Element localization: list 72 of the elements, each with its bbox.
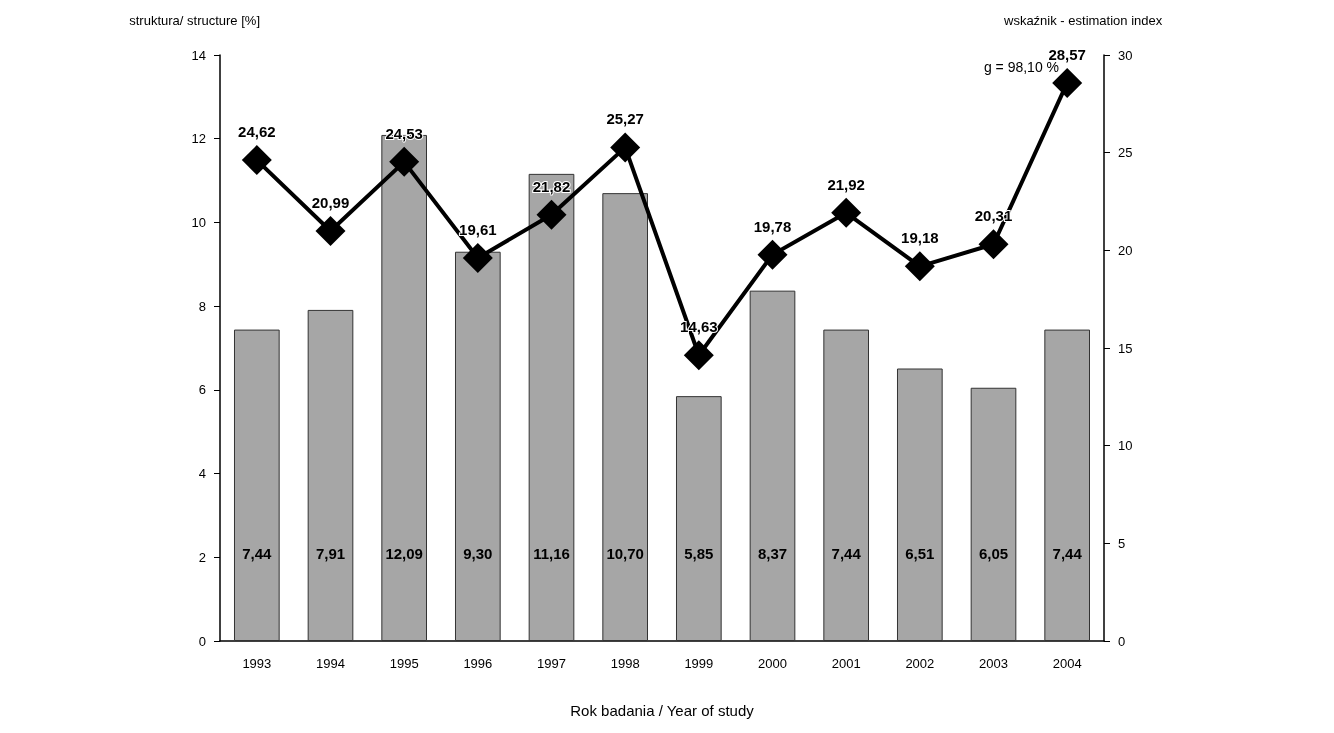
data-label: 7,44	[242, 545, 273, 562]
y2-tick-label: 25	[1118, 145, 1133, 161]
point	[831, 197, 862, 228]
x-tick-label: 1999	[684, 656, 714, 671]
point	[757, 239, 788, 270]
bar	[307, 309, 354, 641]
point	[904, 251, 935, 282]
data-label: 11,16	[533, 545, 570, 562]
point	[978, 229, 1009, 260]
x-tick-label: 1994	[316, 656, 345, 671]
data-label: 21,92	[827, 175, 865, 193]
y-tick-label: 10	[191, 214, 206, 230]
y2-tick-label: 15	[1118, 340, 1133, 356]
x-tick-label: 1996	[463, 656, 493, 671]
x-tick-label: 1993	[242, 656, 272, 671]
y-tick-label: 14	[191, 47, 206, 63]
bar	[749, 290, 796, 641]
x-tick-label: 2001	[831, 656, 861, 671]
bar	[823, 329, 869, 641]
y-tick-label: 6	[198, 382, 206, 398]
data-label: 19,61	[459, 220, 497, 238]
data-label: 19,18	[901, 229, 939, 247]
y2-tick-label: 5	[1118, 535, 1126, 551]
data-label: 10,70	[606, 545, 644, 562]
data-label: 7,91	[315, 545, 346, 562]
x-tick-label: 1995	[389, 656, 419, 671]
x-axis-title: Rok badania / Year of study	[570, 702, 755, 719]
data-label: 8,37	[757, 545, 788, 562]
bar	[676, 396, 722, 641]
x-tick-label: 1997	[537, 656, 566, 671]
x-tick-label: 2000	[758, 656, 787, 671]
data-label: 19,78	[753, 217, 792, 235]
y2-tick-label: 0	[1118, 633, 1126, 649]
data-label: 9,30	[463, 545, 493, 562]
y-tick-label: 12	[191, 131, 206, 147]
y2-tick-label: 20	[1118, 242, 1133, 258]
data-label: 7,44	[1052, 545, 1083, 562]
point	[610, 132, 641, 163]
y-axis-title: struktura/ structure [%]	[129, 13, 260, 28]
point	[536, 199, 567, 230]
data-label: 6,51	[905, 545, 935, 562]
y-tick-label: 4	[198, 466, 206, 482]
point	[683, 340, 714, 371]
data-label: 24,62	[238, 123, 276, 141]
point	[462, 242, 493, 273]
x-tick-label: 1998	[610, 656, 640, 671]
bar	[897, 368, 943, 641]
bar	[970, 387, 1017, 641]
y-tick-label: 0	[198, 633, 206, 649]
x-tick-label: 2004	[1052, 656, 1082, 671]
y2-tick-label: 10	[1118, 438, 1133, 454]
x-tick-label: 2002	[905, 656, 935, 671]
bar	[455, 251, 501, 641]
bar	[602, 193, 648, 641]
x-tick-label: 2003	[979, 656, 1008, 671]
data-label: 25,27	[606, 110, 644, 128]
data-label: 5,85	[684, 545, 714, 562]
data-label: 12,09	[385, 545, 423, 562]
data-label: 6,05	[978, 545, 1009, 562]
bar	[234, 329, 280, 641]
data-label: 20,99	[311, 194, 350, 211]
data-label: 21,82	[532, 177, 571, 195]
point	[241, 145, 272, 176]
bar	[528, 173, 575, 641]
y-tick-label: 2	[198, 549, 206, 565]
y2-axis-title: wskaźnik - estimation index	[1003, 13, 1163, 28]
data-label: 7,44	[831, 545, 862, 562]
y2-tick-label: 30	[1118, 47, 1133, 63]
bar	[1044, 329, 1090, 641]
point	[389, 146, 420, 177]
y-tick-label: 8	[198, 298, 206, 314]
point	[315, 216, 346, 246]
